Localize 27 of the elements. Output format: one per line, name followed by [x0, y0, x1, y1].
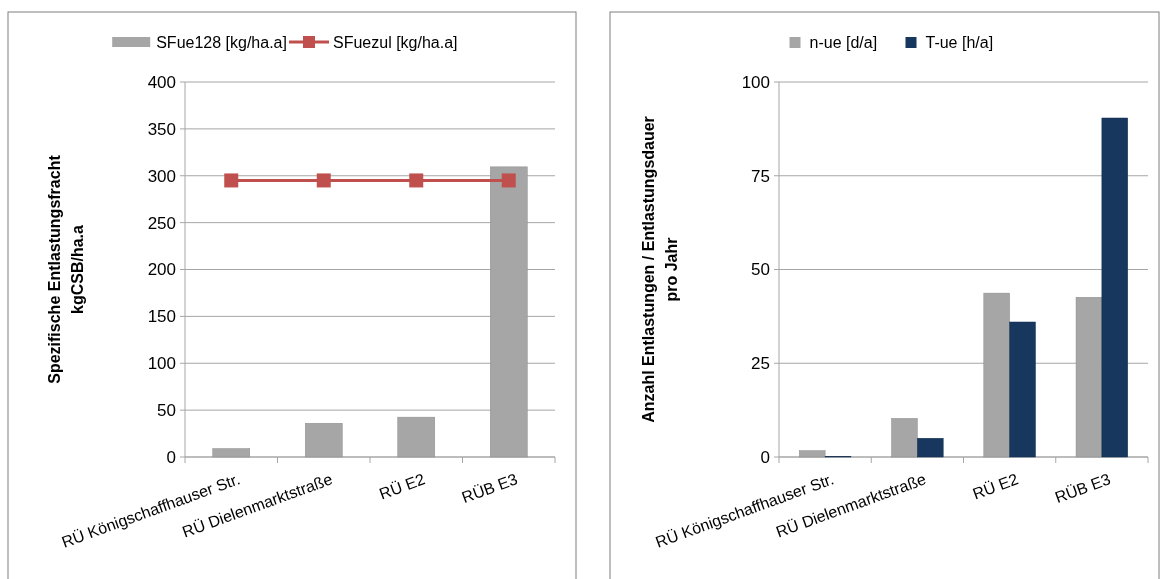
y-axis-title: Anzahl Entlastungen / Entlastungsdauer pro Jahr	[640, 116, 680, 423]
legend-label: T-ue [h/a]	[925, 33, 994, 51]
y-tick-label: 25	[751, 354, 770, 374]
legend-label: n-ue [d/a]	[809, 33, 878, 51]
y-tick-label: 150	[147, 307, 176, 327]
legend-label: SFue128 [kg/ha.a]	[156, 33, 287, 51]
y-axis-title: Spezifische Entlastungsfracht kgCSB/ha.a	[46, 154, 86, 384]
x-tick-label: RÜB E3	[1052, 470, 1113, 507]
x-tick-label: RÜB E3	[459, 470, 520, 507]
bar	[917, 438, 944, 458]
x-tick-label: RÜ E2	[377, 470, 428, 503]
y-tick-label: 350	[147, 119, 176, 139]
bar	[1101, 117, 1128, 458]
y-tick-label: 200	[147, 260, 176, 280]
y-tick-label: 100	[741, 72, 770, 92]
y-tick-label: 300	[147, 166, 176, 186]
x-tick-label: RÜ E2	[970, 470, 1021, 503]
y-tick-label: 0	[760, 447, 770, 467]
legend-label: SFuezul [kg/ha.a]	[333, 33, 458, 51]
y-tick-label: 50	[751, 260, 770, 280]
y-tick-label: 50	[157, 401, 176, 421]
y-tick-label: 75	[751, 166, 770, 186]
y-tick-label: 250	[147, 213, 176, 233]
y-tick-label: 100	[147, 354, 176, 374]
y-tick-label: 400	[147, 72, 176, 92]
y-tick-label: 0	[166, 447, 176, 467]
bar	[1009, 321, 1036, 458]
